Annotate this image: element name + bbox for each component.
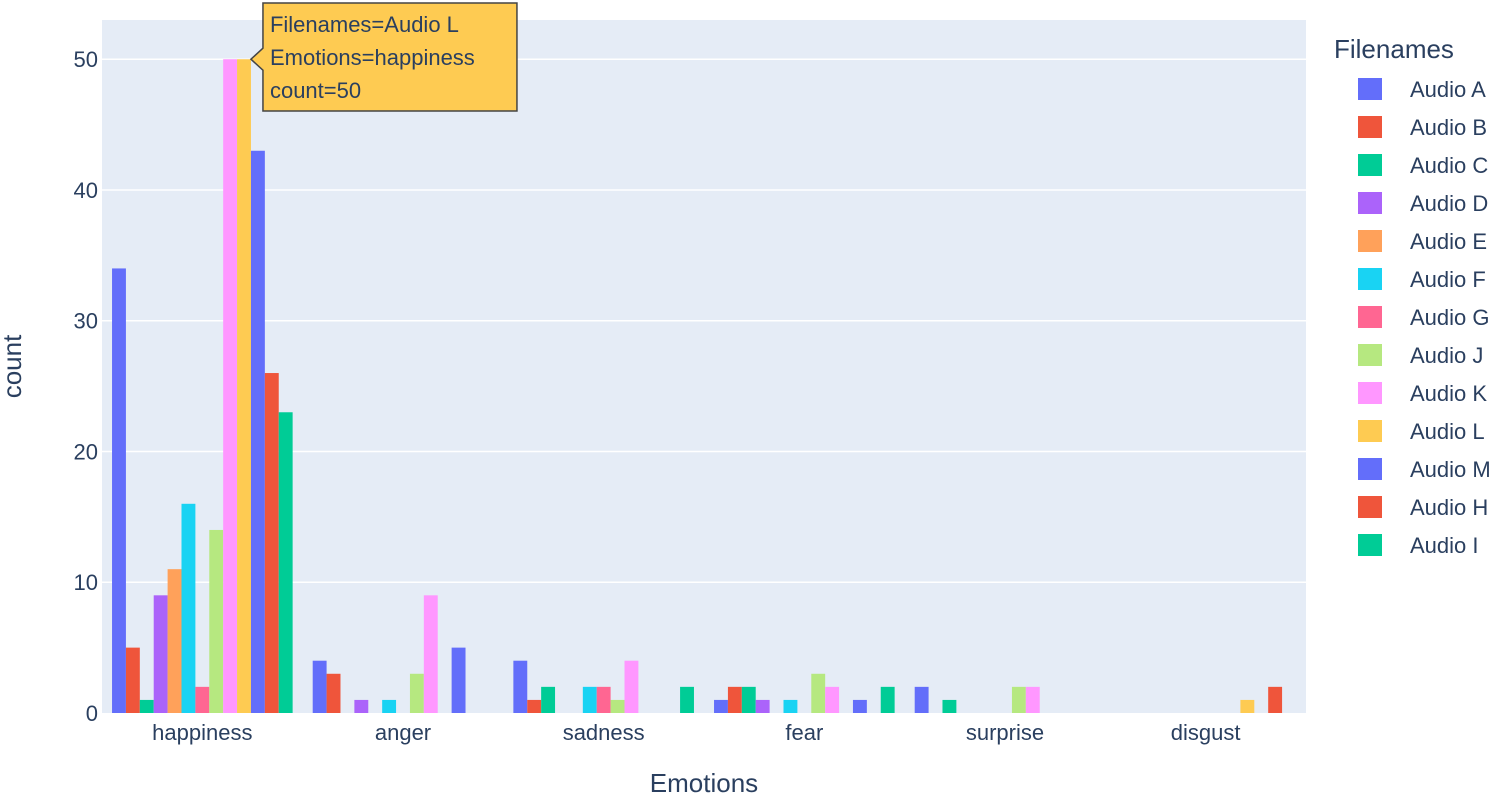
legend-swatch[interactable] (1358, 306, 1382, 328)
bar[interactable] (326, 673, 341, 713)
bar[interactable] (195, 686, 210, 713)
bar[interactable] (714, 699, 728, 713)
bar[interactable] (1240, 699, 1255, 713)
bar[interactable] (582, 686, 597, 713)
y-tick-label: 0 (86, 701, 98, 726)
bar[interactable] (811, 673, 826, 713)
x-tick-label: disgust (1171, 720, 1241, 745)
bar[interactable] (1268, 686, 1283, 713)
legend-label[interactable]: Audio H (1410, 495, 1488, 520)
bar[interactable] (354, 699, 369, 713)
bar[interactable] (139, 699, 154, 713)
bar[interactable] (423, 595, 438, 713)
bar[interactable] (680, 686, 694, 713)
bar[interactable] (513, 660, 528, 713)
bar[interactable] (741, 686, 756, 713)
bar[interactable] (596, 686, 611, 713)
tooltip-box (249, 2, 518, 112)
legend-label[interactable]: Audio E (1410, 229, 1487, 254)
x-tick-label: surprise (966, 720, 1044, 745)
bar[interactable] (942, 699, 957, 713)
y-tick-label: 40 (74, 178, 98, 203)
grid-lines (102, 58, 1306, 583)
bar[interactable] (1025, 686, 1040, 713)
bar[interactable] (382, 699, 397, 713)
plot-area (102, 20, 1306, 713)
legend-swatch[interactable] (1358, 268, 1382, 290)
y-tick-label: 50 (74, 47, 98, 72)
hover-tooltip: Filenames=Audio L Emotions=happiness count… (249, 2, 518, 112)
legend-label[interactable]: Audio K (1410, 381, 1487, 406)
bar[interactable] (237, 59, 251, 713)
legend-swatch[interactable] (1358, 154, 1382, 176)
bar[interactable] (783, 699, 798, 713)
legend-title: Filenames (1334, 34, 1454, 64)
y-axis-title: count (0, 334, 27, 398)
legend-swatch[interactable] (1358, 344, 1382, 366)
x-tick-label: sadness (563, 720, 645, 745)
bar[interactable] (1011, 686, 1026, 713)
legend-swatch[interactable] (1358, 420, 1382, 442)
bar[interactable] (167, 569, 182, 713)
bar[interactable] (153, 595, 168, 713)
legend-label[interactable]: Audio D (1410, 191, 1488, 216)
bars (112, 59, 1283, 714)
bar[interactable] (451, 647, 466, 713)
bar[interactable] (825, 686, 840, 713)
legend-swatch[interactable] (1358, 382, 1382, 404)
legend-label[interactable]: Audio C (1410, 153, 1488, 178)
tooltip-line: Filenames=Audio L (270, 12, 459, 37)
x-tick-label: happiness (152, 720, 252, 745)
legend-swatch[interactable] (1358, 534, 1382, 556)
legend-label[interactable]: Audio L (1410, 419, 1485, 444)
tooltip-line: count=50 (270, 78, 361, 103)
legend-label[interactable]: Audio J (1410, 343, 1483, 368)
legend-label[interactable]: Audio G (1410, 305, 1490, 330)
legend-swatch[interactable] (1358, 458, 1382, 480)
legend-label[interactable]: Audio M (1410, 457, 1491, 482)
bar[interactable] (727, 686, 742, 713)
bar[interactable] (312, 660, 327, 713)
x-axis-title: Emotions (650, 768, 758, 795)
y-tick-label: 20 (74, 439, 98, 464)
legend-swatch[interactable] (1358, 116, 1382, 138)
bar[interactable] (852, 699, 867, 713)
x-tick-label: fear (785, 720, 823, 745)
y-tick-label: 30 (74, 309, 98, 334)
bar[interactable] (125, 647, 140, 713)
bar[interactable] (181, 503, 196, 713)
tooltip-line: Emotions=happiness (270, 45, 475, 70)
legend-swatch[interactable] (1358, 496, 1382, 518)
bar[interactable] (880, 686, 895, 713)
x-tick-label: anger (375, 720, 431, 745)
bar[interactable] (409, 673, 424, 713)
legend-items: Audio A Audio B Audio C Audio D Audio E Audio… (1358, 77, 1491, 558)
x-axis-ticks: happiness anger sadness fear surprise disgust (152, 720, 1240, 745)
bar[interactable] (610, 699, 625, 713)
legend-label[interactable]: Audio A (1410, 77, 1486, 102)
bar[interactable] (223, 59, 238, 713)
bar[interactable] (250, 150, 265, 714)
legend-swatch[interactable] (1358, 192, 1382, 214)
y-axis-ticks: 0 10 20 30 40 50 (74, 47, 98, 726)
bar[interactable] (624, 660, 639, 713)
bar[interactable] (278, 412, 293, 713)
legend-swatch[interactable] (1358, 78, 1382, 100)
y-tick-label: 10 (74, 570, 98, 595)
bar[interactable] (112, 268, 126, 713)
legend-swatch[interactable] (1358, 230, 1382, 252)
bar[interactable] (755, 699, 770, 713)
legend-label[interactable]: Audio I (1410, 533, 1479, 558)
bar[interactable] (914, 686, 929, 713)
bar[interactable] (264, 373, 279, 713)
legend-label[interactable]: Audio B (1410, 115, 1487, 140)
legend-label[interactable]: Audio F (1410, 267, 1486, 292)
bar[interactable] (209, 529, 224, 713)
bar[interactable] (541, 686, 556, 713)
bar[interactable] (527, 699, 542, 713)
